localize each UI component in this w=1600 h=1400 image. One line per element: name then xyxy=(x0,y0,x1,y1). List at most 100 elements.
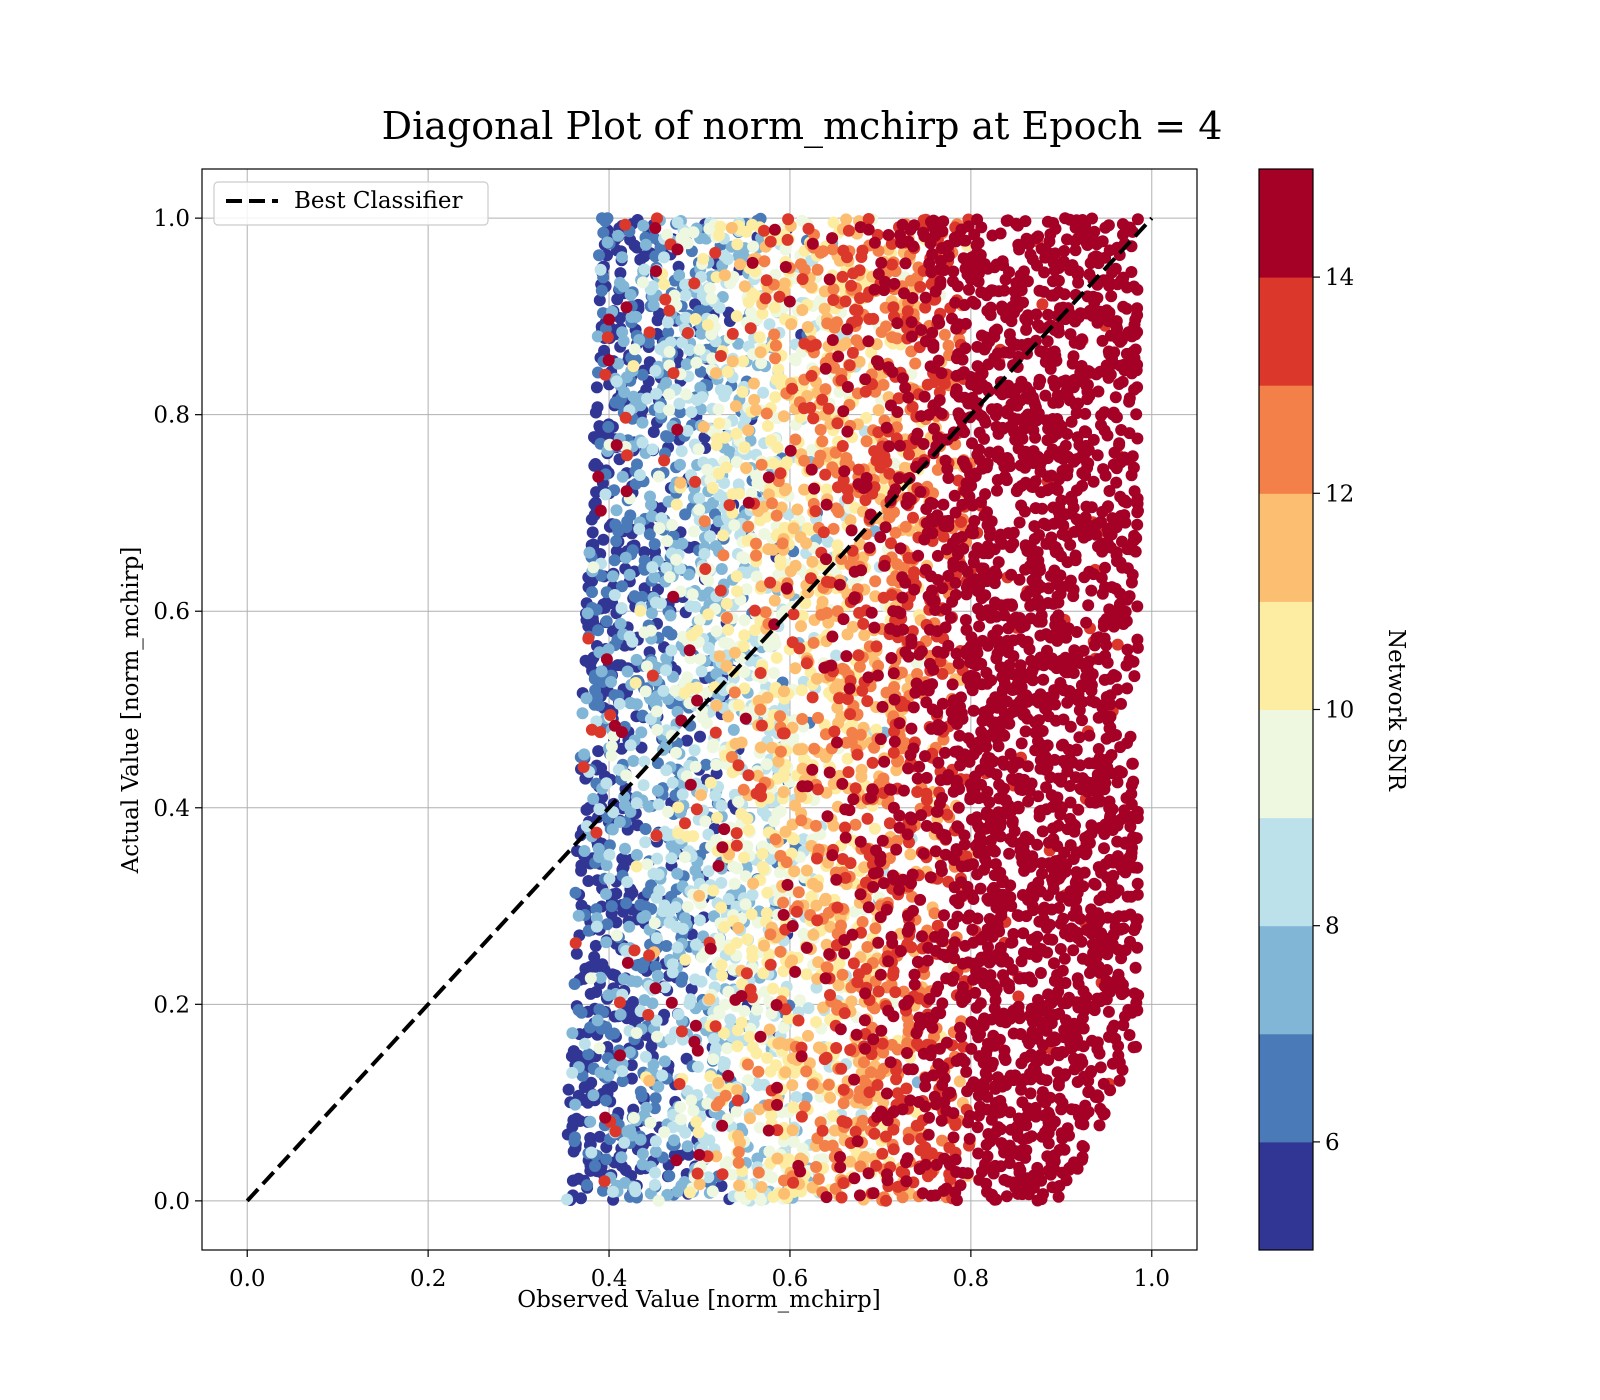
scatter-point xyxy=(582,1048,595,1061)
scatter-point xyxy=(671,243,684,256)
scatter-point xyxy=(681,734,693,747)
scatter-point xyxy=(596,958,609,971)
scatter-point xyxy=(747,240,760,253)
scatter-point xyxy=(691,1167,704,1180)
scatter-point xyxy=(800,537,813,550)
scatter-point xyxy=(831,736,843,749)
scatter-point xyxy=(585,723,598,736)
scatter-point xyxy=(633,523,646,535)
scatter-point xyxy=(862,901,875,914)
plot-area: 0.0 0.2 0.4 0.6 0.8 1.0 0.00.20.40.60.81.0 xyxy=(153,168,1198,1292)
scatter-point xyxy=(802,1002,815,1015)
scatter-point xyxy=(639,823,652,835)
scatter-point xyxy=(728,646,741,659)
scatter-point xyxy=(569,937,582,950)
scatter-point xyxy=(842,766,855,779)
scatter-point xyxy=(649,1135,662,1148)
scatter-point xyxy=(811,852,823,865)
scatter-point xyxy=(891,558,904,571)
scatter-point xyxy=(787,522,800,535)
scatter-point xyxy=(636,1147,649,1160)
scatter-point xyxy=(814,423,827,436)
scatter-point xyxy=(639,836,652,849)
scatter-point xyxy=(638,546,651,559)
scatter-point xyxy=(582,875,595,887)
scatter-point xyxy=(891,332,903,345)
scatter-point xyxy=(658,1126,671,1139)
scatter-point xyxy=(668,1134,680,1147)
scatter-point xyxy=(861,812,874,825)
scatter-point xyxy=(566,1066,579,1079)
scatter-point xyxy=(673,269,686,282)
scatter-point xyxy=(865,606,878,619)
scatter-point xyxy=(774,710,786,723)
scatter-point xyxy=(718,269,731,282)
scatter-point xyxy=(732,922,745,934)
scatter-point xyxy=(681,900,694,913)
scatter-point xyxy=(693,503,706,516)
scatter-point xyxy=(601,236,614,249)
scatter-point xyxy=(795,1050,808,1063)
scatter-point xyxy=(712,1077,725,1089)
scatter-point xyxy=(741,812,754,825)
scatter-point xyxy=(610,545,623,558)
scatter-point xyxy=(943,1141,956,1154)
scatter-point xyxy=(570,947,583,960)
scatter-point xyxy=(703,993,716,1006)
scatter-point xyxy=(611,293,624,306)
scatter-point xyxy=(625,1059,638,1072)
scatter-point xyxy=(713,1007,726,1020)
scatter-point xyxy=(887,965,900,978)
scatter-point xyxy=(581,607,594,620)
scatter-point xyxy=(780,856,793,869)
scatter-point xyxy=(567,1114,580,1127)
scatter-point xyxy=(800,968,813,981)
scatter-point xyxy=(705,292,718,305)
scatter-point xyxy=(790,905,803,918)
scatter-point xyxy=(904,811,917,824)
scatter-point xyxy=(854,888,867,901)
scatter-point xyxy=(581,1179,594,1192)
scatter-point xyxy=(731,1040,744,1053)
scatter-point xyxy=(713,301,726,314)
scatter-point xyxy=(807,877,819,890)
scatter-point xyxy=(651,723,664,736)
scatter-point xyxy=(836,968,849,981)
scatter-point xyxy=(914,280,927,293)
scatter-point xyxy=(751,1003,763,1016)
scatter-point xyxy=(796,273,809,286)
scatter-point xyxy=(903,448,915,461)
scatter-point xyxy=(681,671,694,684)
scatter-point xyxy=(676,788,689,801)
scatter-point xyxy=(653,401,666,414)
scatter-point xyxy=(880,1087,893,1100)
scatter-point xyxy=(595,569,608,582)
scatter-point xyxy=(809,505,822,518)
scatter-point xyxy=(859,494,872,507)
scatter-point xyxy=(671,1185,684,1198)
scatter-point xyxy=(630,698,643,711)
scatter-point xyxy=(642,886,654,899)
scatter-point xyxy=(942,339,955,352)
scatter-point xyxy=(872,985,885,998)
scatter-point xyxy=(679,289,692,302)
scatter-point xyxy=(860,435,873,448)
scatter-point xyxy=(721,611,733,624)
scatter-point xyxy=(698,515,711,528)
scatter-point xyxy=(618,799,631,812)
scatter-point xyxy=(826,1139,839,1152)
scatter-point xyxy=(870,640,883,653)
scatter-point xyxy=(696,391,709,404)
scatter-point xyxy=(835,1062,848,1075)
scatter-point xyxy=(745,908,758,921)
scatter-point xyxy=(742,769,755,782)
scatter-point xyxy=(758,255,771,268)
scatter-point xyxy=(759,292,772,305)
scatter-point xyxy=(594,1066,607,1079)
scatter-point xyxy=(843,359,856,372)
scatter-point xyxy=(706,1185,719,1198)
scatter-point xyxy=(624,509,637,522)
scatter-point xyxy=(914,485,927,498)
scatter-point xyxy=(760,407,773,420)
scatter-point xyxy=(728,877,741,890)
